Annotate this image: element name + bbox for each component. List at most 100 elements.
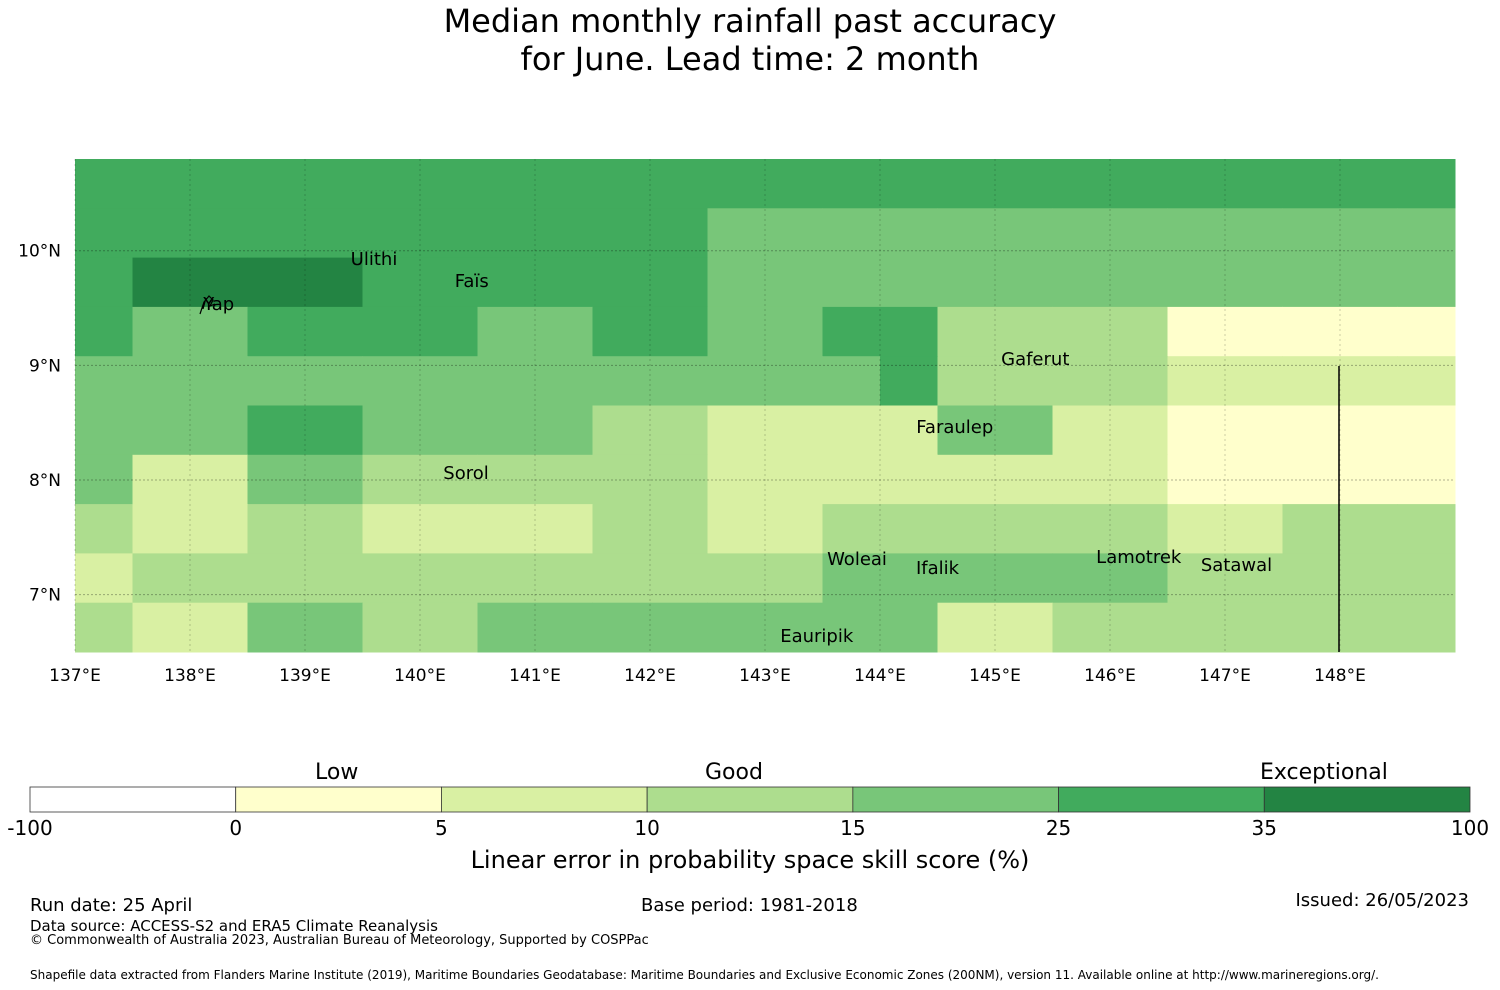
grid-cell bbox=[1225, 208, 1283, 259]
grid-cell bbox=[650, 159, 708, 209]
grid-cell bbox=[420, 306, 478, 357]
grid-cell bbox=[362, 504, 421, 554]
grid-cell bbox=[995, 602, 1053, 653]
grid-cell bbox=[937, 405, 996, 456]
latitude-tick-label: 9°N bbox=[29, 356, 61, 376]
grid-cell bbox=[1225, 602, 1283, 653]
grid-cell bbox=[937, 208, 996, 259]
grid-cell bbox=[937, 454, 996, 505]
grid-cell bbox=[420, 454, 478, 505]
place-label: Faraulep bbox=[916, 417, 994, 439]
grid-cell bbox=[247, 356, 306, 406]
grid-cell bbox=[247, 306, 306, 357]
grid-cell bbox=[1340, 159, 1398, 209]
grid-cell bbox=[1340, 208, 1398, 259]
yap-island-shape bbox=[199, 295, 216, 315]
grid-cell bbox=[1282, 454, 1341, 505]
grid-cell bbox=[535, 405, 593, 456]
grid-cell bbox=[707, 553, 766, 604]
colorbar-tick-label: 100 bbox=[1450, 816, 1490, 840]
colorbar-segment bbox=[852, 786, 1059, 813]
grid-cell bbox=[650, 553, 708, 604]
grid-cell bbox=[650, 356, 708, 406]
grid-cell bbox=[362, 454, 421, 505]
grid-cell bbox=[822, 504, 881, 554]
longitude-tick-label: 139°E bbox=[279, 666, 331, 686]
grid-cell bbox=[995, 257, 1053, 308]
grid-cell bbox=[477, 159, 536, 209]
grid-cell bbox=[190, 553, 248, 604]
place-label: Ulithi bbox=[350, 248, 398, 270]
grid-cell bbox=[822, 159, 881, 209]
grid-cell bbox=[707, 454, 766, 505]
grid-cell bbox=[1225, 159, 1283, 209]
grid-cell bbox=[1397, 602, 1456, 653]
grid-cell bbox=[190, 208, 248, 259]
grid-cell bbox=[190, 504, 248, 554]
longitude-axis: 137°E 138°E 139°E 140°E 141°E 142°E 143°E 144°E… bbox=[49, 666, 1366, 686]
place-label: Woleai bbox=[827, 549, 887, 571]
grid-cell bbox=[477, 306, 536, 357]
longitude-tick-label: 140°E bbox=[394, 666, 446, 686]
grid-cell bbox=[1397, 306, 1456, 357]
grid-cell bbox=[1052, 356, 1111, 406]
grid-cell bbox=[995, 356, 1053, 406]
grid-cell bbox=[362, 306, 421, 357]
grid-cell bbox=[1282, 356, 1341, 406]
grid-cell bbox=[1282, 159, 1341, 209]
grid-cell bbox=[362, 257, 421, 308]
grid-cell bbox=[880, 454, 938, 505]
longitude-tick-label: 146°E bbox=[1084, 666, 1136, 686]
colorbar-title: Linear error in probability space skill … bbox=[470, 846, 1030, 874]
grid-cell bbox=[995, 504, 1053, 554]
grid-cell bbox=[1225, 306, 1283, 357]
grid-cell bbox=[477, 504, 536, 554]
grid-cell bbox=[1397, 356, 1456, 406]
grid-cell bbox=[132, 405, 191, 456]
grid-cell bbox=[305, 602, 363, 653]
skill-grid bbox=[75, 159, 1456, 653]
grid-cell bbox=[190, 602, 248, 653]
grid-cell bbox=[1340, 454, 1398, 505]
data-source: Data source: ACCESS-S2 and ERA5 Climate … bbox=[30, 917, 438, 935]
grid-cell bbox=[420, 504, 478, 554]
grid-cell bbox=[995, 159, 1053, 209]
grid-cell bbox=[707, 208, 766, 259]
grid-cell bbox=[1052, 306, 1111, 357]
grid-cell bbox=[535, 356, 593, 406]
grid-cell bbox=[1397, 159, 1456, 209]
grid-cell bbox=[880, 504, 938, 554]
grid-cell bbox=[880, 306, 938, 357]
grid-cell bbox=[707, 405, 766, 456]
longitude-tick-label: 147°E bbox=[1199, 666, 1251, 686]
grid-cell bbox=[995, 208, 1053, 259]
grid-cell bbox=[880, 553, 938, 604]
grid-cell bbox=[132, 504, 191, 554]
place-label: Sorol bbox=[443, 463, 489, 485]
grid-cell bbox=[765, 257, 823, 308]
grid-cell bbox=[592, 553, 651, 604]
colorbar-tick-label: 5 bbox=[435, 816, 448, 840]
grid-cell bbox=[1110, 306, 1168, 357]
run-date: Run date: 25 April bbox=[30, 895, 193, 916]
grid-cell bbox=[535, 454, 593, 505]
grid-cell bbox=[822, 356, 881, 406]
map-gridlines bbox=[74, 159, 1455, 652]
grid-cell bbox=[132, 306, 191, 357]
chart-title-line2: for June. Lead time: 2 month bbox=[520, 40, 980, 78]
latitude-tick-label: 10°N bbox=[18, 242, 61, 262]
grid-cell bbox=[75, 306, 133, 357]
colorbar-segment bbox=[1058, 786, 1265, 813]
grid-cell bbox=[477, 454, 536, 505]
grid-cell bbox=[477, 602, 536, 653]
grid-cell bbox=[822, 306, 881, 357]
grid-cell bbox=[1225, 405, 1283, 456]
grid-cell bbox=[1225, 454, 1283, 505]
grid-cell bbox=[1110, 454, 1168, 505]
grid-cell bbox=[535, 504, 593, 554]
grid-cell bbox=[420, 553, 478, 604]
grid-cell bbox=[1110, 602, 1168, 653]
grid-cell bbox=[937, 306, 996, 357]
grid-cell bbox=[592, 405, 651, 456]
grid-cell bbox=[880, 602, 938, 653]
